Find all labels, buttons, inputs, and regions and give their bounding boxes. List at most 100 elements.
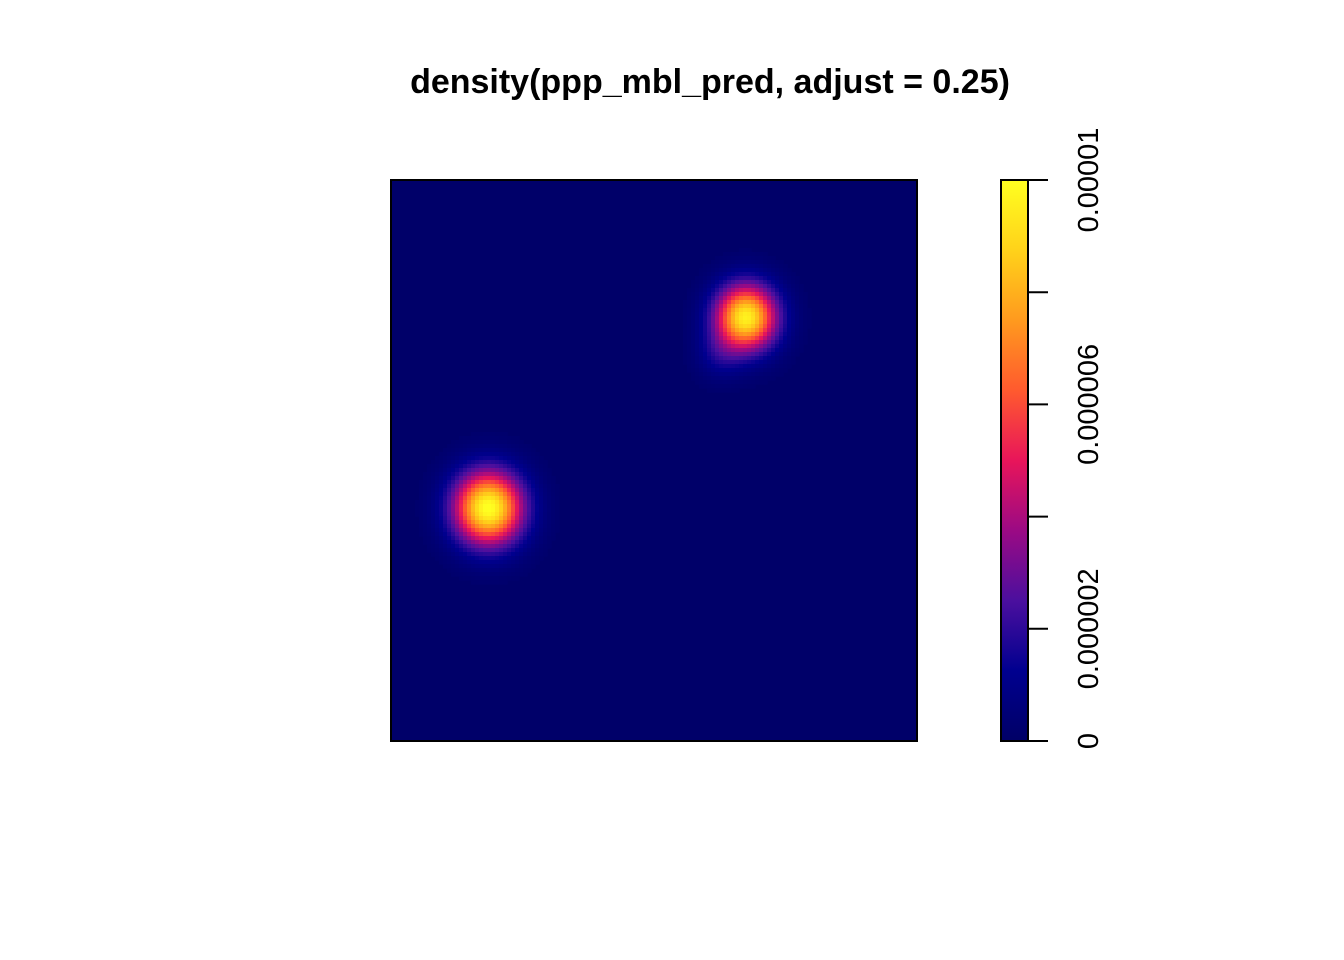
heatmap-cell [727, 352, 732, 357]
heatmap-cell [475, 540, 480, 545]
heatmap-cell [447, 560, 452, 565]
heatmap-cell [523, 492, 528, 497]
heatmap-cell [711, 364, 716, 369]
heatmap-cell [431, 516, 436, 521]
heatmap-cell [455, 560, 460, 565]
heatmap-cell [767, 356, 772, 361]
heatmap-cell [759, 348, 764, 353]
heatmap-cell [427, 480, 432, 485]
heatmap-cell [435, 508, 440, 513]
heatmap-cell [771, 260, 776, 265]
heatmap-cell [479, 580, 484, 585]
heatmap-cell [791, 324, 796, 329]
heatmap-cell [527, 460, 532, 465]
heatmap-cell [539, 472, 544, 477]
heatmap-cell [755, 368, 760, 373]
heatmap-cell [731, 324, 736, 329]
heatmap-cell [735, 376, 740, 381]
heatmap-cell [723, 300, 728, 305]
heatmap-cell [755, 284, 760, 289]
heatmap-cell [699, 324, 704, 329]
heatmap-cell [551, 516, 556, 521]
heatmap-cell [447, 532, 452, 537]
heatmap-cell [435, 476, 440, 481]
heatmap-cell [451, 548, 456, 553]
heatmap-cell [487, 524, 492, 529]
heatmap-cell [747, 384, 752, 389]
heatmap-cell [459, 504, 464, 509]
heatmap-cell [467, 460, 472, 465]
heatmap-cell [759, 268, 764, 273]
heatmap-cell [799, 292, 804, 297]
heatmap-cell [699, 280, 704, 285]
heatmap-cell [511, 520, 516, 525]
heatmap-cell [495, 452, 500, 457]
heatmap-cell [715, 260, 720, 265]
heatmap-cell [499, 476, 504, 481]
heatmap-cell [695, 368, 700, 373]
heatmap-cell [467, 496, 472, 501]
heatmap-cell [543, 544, 548, 549]
heatmap-cell [535, 560, 540, 565]
heatmap-cell [779, 352, 784, 357]
heatmap-cell [787, 348, 792, 353]
heatmap-cell [463, 564, 468, 569]
heatmap-cell [755, 268, 760, 273]
heatmap-cell [427, 536, 432, 541]
heatmap-cell [527, 568, 532, 573]
heatmap-cell [727, 288, 732, 293]
heatmap-cell [755, 328, 760, 333]
heatmap-cell [779, 344, 784, 349]
heatmap-cell [531, 540, 536, 545]
heatmap-cell [699, 272, 704, 277]
heatmap-cell [767, 368, 772, 373]
heatmap-cell [707, 344, 712, 349]
heatmap-cell [771, 320, 776, 325]
heatmap-cell [459, 520, 464, 525]
heatmap-cell [539, 476, 544, 481]
heatmap-cell [507, 524, 512, 529]
heatmap-cell [727, 252, 732, 257]
heatmap-cell [503, 528, 508, 533]
heatmap-cell [503, 560, 508, 565]
heatmap-cell [523, 544, 528, 549]
heatmap-cell [791, 288, 796, 293]
heatmap-cell [683, 316, 688, 321]
heatmap-cell [479, 572, 484, 577]
heatmap-cell [515, 440, 520, 445]
heatmap-cell [455, 564, 460, 569]
heatmap-cell [479, 516, 484, 521]
heatmap-cell [507, 464, 512, 469]
heatmap-cell [471, 544, 476, 549]
heatmap-cell [503, 448, 508, 453]
heatmap-cell [751, 252, 756, 257]
heatmap-cell [787, 316, 792, 321]
heatmap-cell [691, 368, 696, 373]
heatmap-cell [791, 328, 796, 333]
heatmap-cell [787, 364, 792, 369]
heatmap-cell [419, 516, 424, 521]
heatmap-cell [491, 572, 496, 577]
heatmap-cell [499, 548, 504, 553]
heatmap-cell [427, 468, 432, 473]
heatmap-cell [431, 464, 436, 469]
heatmap-cell [707, 312, 712, 317]
heatmap-cell [771, 352, 776, 357]
heatmap-cell [711, 360, 716, 365]
heatmap-cell [487, 452, 492, 457]
heatmap-cell [487, 532, 492, 537]
heatmap-cell [731, 372, 736, 377]
heatmap-cell [451, 444, 456, 449]
heatmap-cell [751, 356, 756, 361]
heatmap-cell [743, 280, 748, 285]
heatmap-cell [459, 484, 464, 489]
heatmap-cell [471, 452, 476, 457]
heatmap-cell [479, 432, 484, 437]
heatmap-cell [499, 544, 504, 549]
heatmap-cell [703, 384, 708, 389]
heatmap-cell [443, 564, 448, 569]
heatmap-cell [483, 496, 488, 501]
heatmap-cell [483, 500, 488, 505]
heatmap-cell [447, 472, 452, 477]
heatmap-cell [455, 440, 460, 445]
